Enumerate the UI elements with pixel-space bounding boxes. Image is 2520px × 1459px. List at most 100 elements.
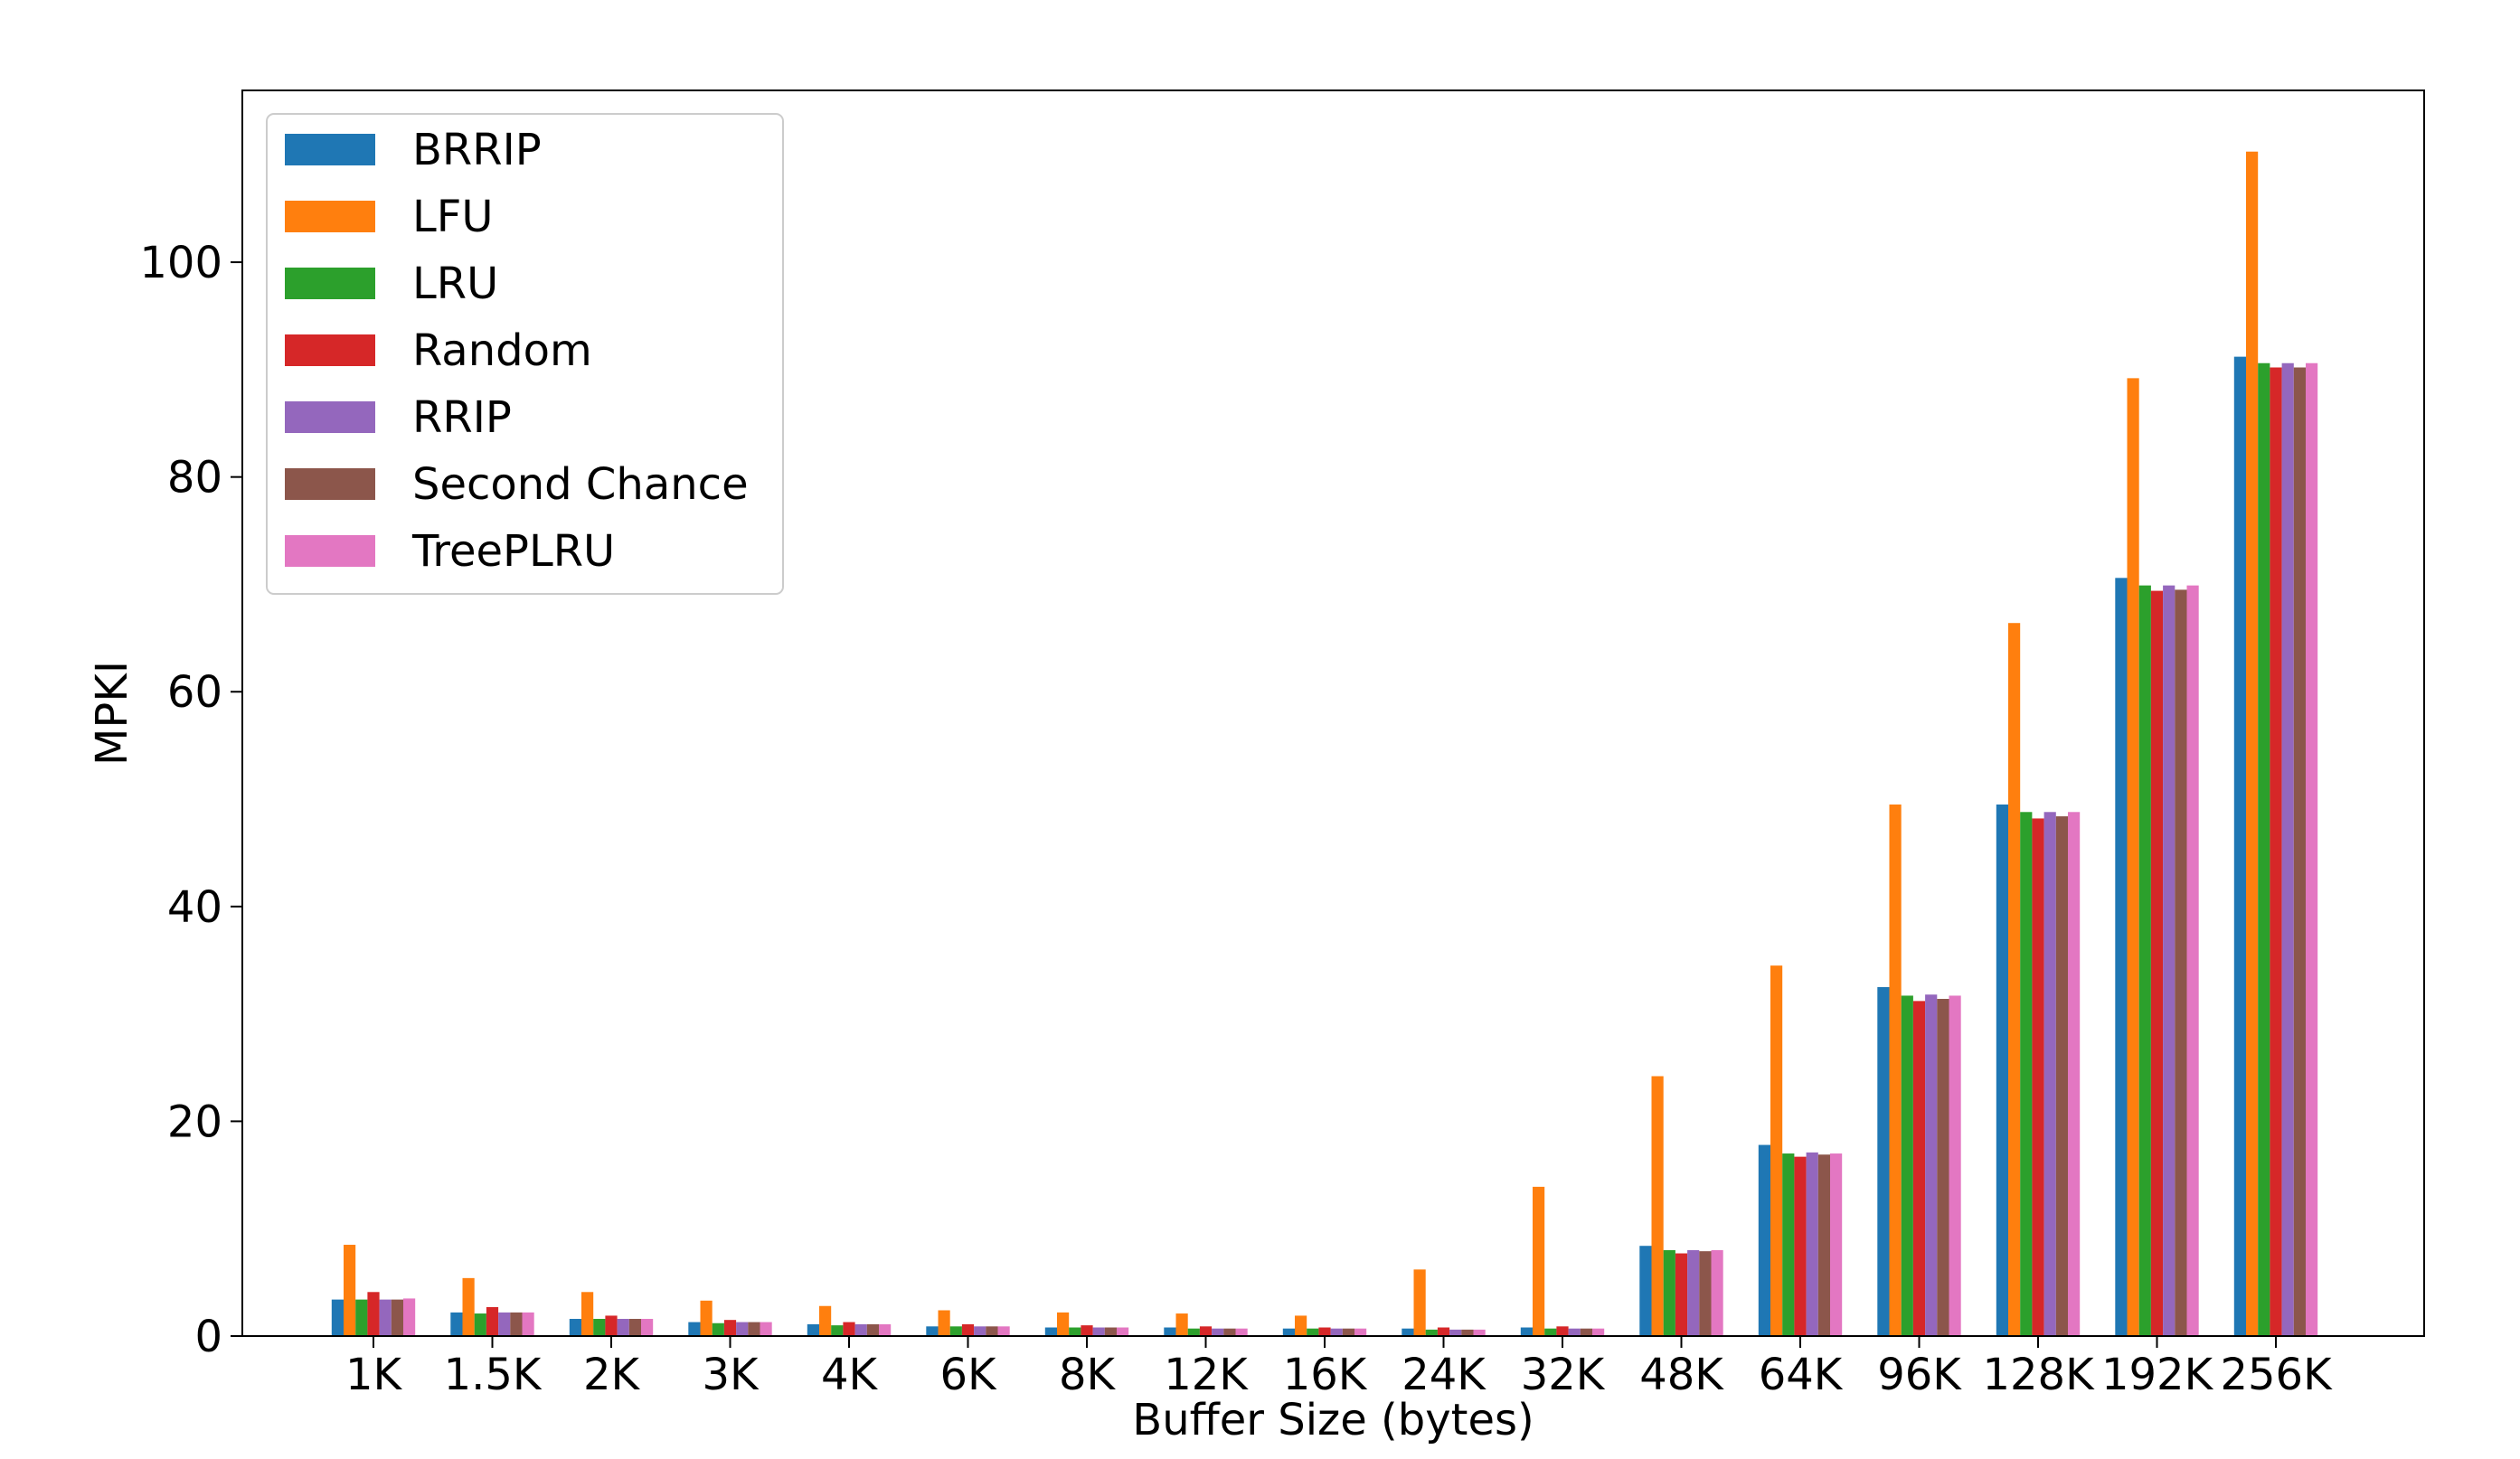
- plot-area: [241, 89, 2425, 1337]
- bar-rrip-24k: [1449, 1329, 1462, 1336]
- bar-lfu-24k: [1413, 1269, 1426, 1336]
- bar-treeplru-32k: [1592, 1328, 1605, 1336]
- legend: BRRIP LFU LRU Random RRIP Second Chance TreePL…: [266, 113, 784, 595]
- bar-lfu-1k: [344, 1245, 356, 1336]
- bar-treeplru-48k: [1711, 1249, 1723, 1336]
- bar-random-256k: [2270, 367, 2282, 1336]
- bar-random-128k: [2032, 818, 2044, 1336]
- x-tick-label: 2K: [583, 1350, 641, 1400]
- x-tick-label: 12K: [1164, 1350, 1249, 1400]
- bar-lfu-1.5k: [462, 1277, 475, 1336]
- x-tick-label: 48K: [1639, 1350, 1724, 1400]
- bar-brrip-32k: [1520, 1327, 1533, 1336]
- bar-second-chance-4k: [866, 1323, 879, 1336]
- bar-second-chance-6k: [986, 1326, 998, 1336]
- bar-random-4k: [843, 1322, 855, 1336]
- bar-brrip-16k: [1282, 1328, 1295, 1336]
- x-tick-label: 1.5K: [444, 1350, 543, 1400]
- bar-treeplru-192k: [2186, 585, 2199, 1336]
- bar-brrip-8k: [1044, 1327, 1057, 1336]
- bar-lfu-128k: [2008, 623, 2021, 1336]
- bar-lru-256k: [2258, 362, 2270, 1337]
- bar-rrip-64k: [1806, 1152, 1818, 1336]
- bar-lru-16k: [1307, 1328, 1319, 1336]
- legend-frame: [266, 113, 784, 595]
- bar-rrip-1k: [379, 1299, 392, 1336]
- y-tick-label: 0: [194, 1312, 222, 1362]
- bar-random-96k: [1912, 1001, 1926, 1336]
- bar-lru-3k: [712, 1323, 724, 1336]
- bar-rrip-4k: [854, 1323, 867, 1336]
- bar-lru-6k: [949, 1326, 962, 1336]
- y-tick-label: 20: [167, 1097, 222, 1147]
- bar-lru-24k: [1425, 1329, 1438, 1336]
- y-tick-label: 80: [167, 453, 222, 504]
- bar-lfu-4k: [819, 1305, 832, 1336]
- bar-second-chance-96k: [1937, 998, 1949, 1336]
- legend-label: Random: [412, 325, 592, 376]
- bar-second-chance-3k: [748, 1322, 760, 1336]
- bar-treeplru-64k: [1830, 1153, 1843, 1336]
- x-tick-label: 96K: [1877, 1350, 1962, 1400]
- bar-brrip-1.5k: [450, 1312, 463, 1336]
- bar-lfu-48k: [1651, 1076, 1664, 1336]
- bar-second-chance-192k: [2175, 589, 2187, 1336]
- bar-random-8k: [1081, 1325, 1093, 1336]
- bar-lfu-96k: [1889, 804, 1902, 1336]
- legend-swatch: [285, 134, 375, 165]
- bar-brrip-64k: [1758, 1144, 1770, 1336]
- legend-swatch: [285, 201, 375, 232]
- legend-swatch: [285, 535, 375, 567]
- y-axis-label: MPKI: [87, 661, 137, 766]
- bar-rrip-8k: [1092, 1327, 1105, 1336]
- bar-lru-2k: [593, 1318, 606, 1336]
- x-tick-label: 6K: [939, 1350, 997, 1400]
- bar-treeplru-256k: [2306, 362, 2318, 1337]
- bar-random-64k: [1794, 1156, 1807, 1336]
- bar-rrip-96k: [1925, 994, 1938, 1336]
- x-tick-label: 16K: [1283, 1350, 1368, 1400]
- x-tick-label: 1K: [345, 1350, 403, 1400]
- bar-treeplru-16k: [1354, 1328, 1367, 1336]
- bar-rrip-32k: [1568, 1328, 1581, 1336]
- bar-lru-64k: [1782, 1153, 1795, 1336]
- bar-random-48k: [1675, 1253, 1688, 1336]
- bar-random-24k: [1437, 1327, 1450, 1336]
- bar-second-chance-2k: [628, 1318, 641, 1336]
- bar-rrip-16k: [1330, 1328, 1343, 1336]
- bar-lru-192k: [2138, 585, 2151, 1336]
- legend-swatch: [285, 401, 375, 433]
- legend-swatch: [285, 468, 375, 500]
- bar-rrip-192k: [2163, 585, 2176, 1336]
- bar-brrip-3k: [688, 1322, 701, 1336]
- x-tick-label: 4K: [821, 1350, 879, 1400]
- bar-treeplru-2k: [641, 1318, 654, 1336]
- bar-rrip-256k: [2281, 362, 2294, 1337]
- bar-rrip-48k: [1687, 1249, 1700, 1336]
- legend-label: LFU: [412, 192, 493, 242]
- legend-label: LRU: [412, 259, 498, 309]
- bar-brrip-2k: [569, 1318, 581, 1336]
- bar-lfu-32k: [1533, 1186, 1545, 1336]
- bar-treeplru-128k: [2068, 812, 2081, 1336]
- legend-label: Second Chance: [412, 459, 749, 510]
- bar-second-chance-24k: [1461, 1329, 1474, 1336]
- bar-second-chance-64k: [1817, 1154, 1830, 1336]
- y-tick-label: 100: [139, 238, 222, 288]
- bar-brrip-256k: [2233, 356, 2246, 1336]
- bar-rrip-128k: [2043, 812, 2056, 1336]
- bar-lfu-16k: [1295, 1315, 1307, 1336]
- bar-second-chance-256k: [2293, 367, 2306, 1336]
- bar-random-192k: [2150, 590, 2164, 1336]
- bar-lru-32k: [1544, 1328, 1557, 1336]
- bar-treeplru-12k: [1235, 1328, 1248, 1336]
- bar-second-chance-1k: [391, 1299, 403, 1336]
- bar-lru-4k: [831, 1325, 844, 1336]
- bar-second-chance-1.5k: [510, 1312, 523, 1336]
- bar-random-32k: [1556, 1326, 1569, 1336]
- bar-treeplru-24k: [1473, 1329, 1486, 1336]
- bar-random-3k: [723, 1320, 737, 1336]
- legend-label: BRRIP: [412, 125, 542, 175]
- bar-treeplru-1.5k: [522, 1312, 534, 1336]
- bar-treeplru-6k: [997, 1326, 1010, 1336]
